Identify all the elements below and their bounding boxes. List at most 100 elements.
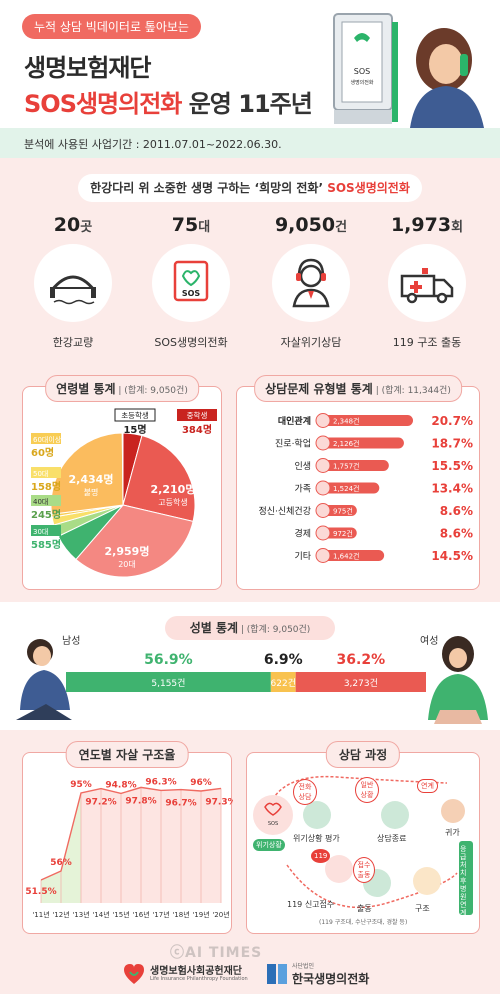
title-line2: SOS생명의전화 운영 11주년: [24, 84, 313, 119]
stat-label: 119 구조 출동: [392, 336, 462, 349]
gender-count-label: 3,273건: [344, 678, 378, 689]
rescue-value-label: 95%: [70, 780, 92, 790]
pie-name-label: 50대: [33, 470, 48, 478]
type-category-label: 인생: [294, 461, 311, 472]
rescue-panel: 연도별 자살 구조율 51.5% '11년 56% '12년 95% '13년 97.2% '…: [22, 741, 233, 934]
stat-unit: 건: [335, 220, 348, 235]
rescue-value-label: 51.5%: [25, 887, 56, 897]
step-return-home: 귀가: [445, 828, 460, 837]
step-dispatch: 출동: [357, 904, 372, 913]
step-normal-situation: 일반상황: [355, 777, 379, 803]
stats-section: 연령별 통계 | (합계: 9,050건) 중학생 384명 2,210명 고등학생 2…: [0, 364, 500, 602]
gender-title-text: 성별 통계: [189, 621, 239, 635]
person-walking-icon: [441, 799, 465, 823]
title-line1: 생명보험재단: [24, 54, 151, 82]
stat-number: 75: [171, 214, 199, 236]
pie-name-tag: [31, 467, 61, 478]
type-category-icon: [315, 480, 331, 496]
pie-value-label: 384명: [182, 423, 212, 436]
pie-name-tag: [31, 495, 61, 506]
pie-name-tag: [31, 525, 61, 536]
life-insurance-logo-icon: [124, 964, 144, 984]
gender-bar-segment: [295, 672, 426, 692]
type-category-icon: [315, 435, 331, 451]
rescue-year-label: '16년: [132, 910, 149, 919]
step-crisis: 위기상황: [253, 839, 285, 851]
stat-unit: 곳: [80, 220, 93, 235]
pie-name-label: 40대: [33, 498, 48, 506]
type-category-icon: [315, 525, 331, 541]
foundation-name-en: Life Insurance Philanthropy Foundation: [150, 976, 248, 982]
gender-percent-label: 36.2%: [337, 652, 386, 668]
gender-percent-label: 56.9%: [144, 652, 193, 668]
type-category-label: 진로·학업: [275, 439, 311, 450]
type-category-icon: [315, 503, 331, 518]
type-bar: [317, 460, 389, 471]
type-bar: [317, 415, 413, 426]
step-dispatch-badge: 접수출동: [353, 857, 375, 883]
pie-name-label: 30대: [33, 528, 48, 536]
type-count-label: 1,524건: [333, 484, 359, 493]
type-count-label: 2,348건: [333, 417, 359, 426]
lifeline-name: 한국생명의전화: [292, 972, 370, 986]
age-panel-title: 연령별 통계 | (합계: 9,050건): [45, 375, 199, 402]
hospital-step-box: [459, 841, 473, 915]
rescue-value-label: 56%: [50, 858, 72, 868]
female-label: 여성: [420, 636, 439, 647]
pie-value-label: 2,959명: [105, 544, 150, 558]
process-diagram: SOS: [253, 775, 473, 915]
type-count-label: 1,757건: [333, 462, 359, 471]
rescue-year-label: '11년: [32, 910, 49, 919]
step-rescue: 구조: [415, 904, 430, 913]
step-link: 연계: [417, 779, 438, 793]
pie-value-label: 245명: [31, 508, 61, 521]
rescue-year-label: '14년: [92, 910, 109, 919]
pie-value-label: 2,434명: [69, 472, 114, 486]
stat-number: 20: [53, 214, 81, 236]
step-119-badge: 119: [311, 849, 331, 863]
counselor-end-icon: [381, 801, 409, 829]
type-category-label: 정신·신체건강: [258, 506, 311, 517]
gender-bar-segment: [270, 672, 296, 692]
type-category-icon: [315, 458, 331, 473]
type-category-label: 경제: [294, 528, 311, 540]
type-percent-label: 18.7%: [431, 437, 473, 451]
type-count-label: 972건: [333, 529, 353, 538]
type-percent-label: 8.6%: [440, 527, 473, 541]
type-percent-label: 13.4%: [431, 482, 473, 496]
type-category-icon: [315, 548, 331, 563]
type-bar: [317, 550, 385, 561]
counselor-icon: [303, 801, 331, 829]
sos-phone-booth-icon: SOS 생명의전화: [333, 13, 398, 124]
type-category-label: 대인관계: [278, 415, 311, 427]
stat-label: 한강교량: [52, 336, 94, 349]
gender-count-label: 5,155건: [151, 678, 185, 689]
type-category-label: 가족: [294, 484, 311, 495]
type-percent-label: 15.5%: [431, 459, 473, 473]
gender-bar-segment: [66, 672, 271, 692]
type-percent-label: 14.5%: [431, 549, 473, 563]
counselor-119-icon: [325, 855, 353, 883]
rescue-panel-title: 연도별 자살 구조율: [65, 741, 189, 768]
overview-title-sos: SOS생명의전화: [327, 181, 410, 195]
rescue-rate-chart: 51.5% '11년 56% '12년 95% '13년 97.2% '14년 94.8% '15…: [25, 777, 233, 919]
pie-name-label: 20대: [118, 560, 136, 569]
gender-title-subtitle: | (합계: 9,050건): [238, 625, 311, 635]
title-rest: 운영 11주년: [181, 90, 313, 118]
pie-value-label: 15명: [123, 423, 146, 436]
gender-title: 성별 통계 | (합계: 9,050건): [165, 616, 335, 640]
pie-value-label: 585명: [31, 538, 61, 551]
rescue-year-label: '19년: [192, 910, 209, 919]
male-label: 남성: [62, 636, 81, 647]
pie-slice-2: [75, 504, 194, 578]
svg-text:생명의전화: 생명의전화: [350, 79, 373, 86]
pie-value-label: 60명: [31, 446, 54, 459]
pie-name-label: 중학생: [187, 410, 208, 420]
age-panel: 연령별 통계 | (합계: 9,050건) 중학생 384명 2,210명 고등학생 2…: [22, 375, 222, 590]
stat-number: 9,050: [274, 214, 336, 236]
rescue-line: [40, 786, 222, 881]
type-count-label: 2,126건: [333, 439, 359, 448]
type-chart-subtitle: | (합계: 11,344건): [372, 386, 451, 396]
woman-sitting-illustration: [428, 636, 488, 724]
